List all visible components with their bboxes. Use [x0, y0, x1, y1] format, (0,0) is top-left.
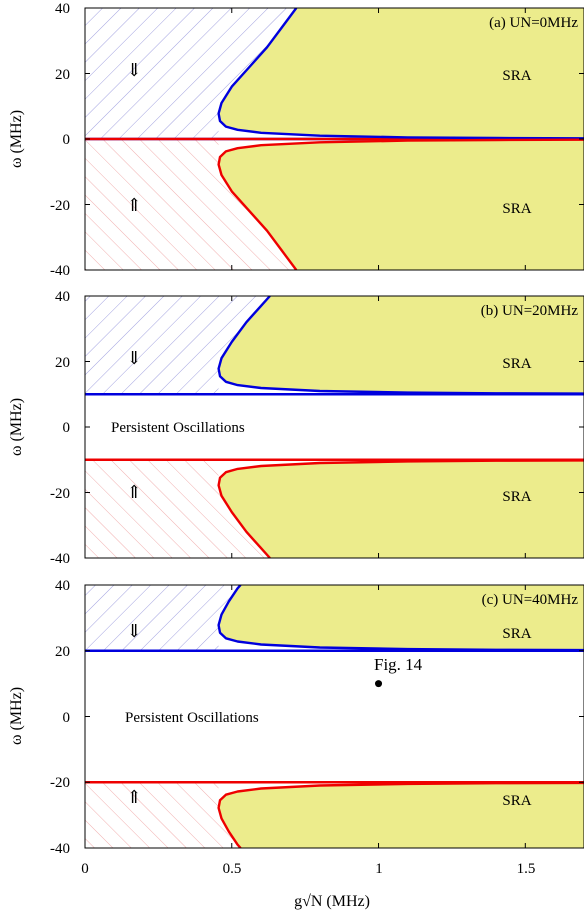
xtick-label: 0.5: [223, 861, 242, 877]
panel-c-upper-sra: SRA: [502, 626, 531, 642]
panel-c: (c) UN=40MHz ⇓ ⇑ SRA SRA Persistent Osci…: [8, 578, 584, 910]
panel-b-label: (b) UN=20MHz: [481, 303, 579, 319]
ytick-label: 0: [63, 710, 71, 726]
blue-curve: [217, 296, 584, 395]
ytick-label: 20: [55, 644, 70, 660]
lower-sra-region: [218, 782, 584, 848]
lower-sra-region: [218, 460, 584, 558]
ytick-label: 0: [63, 132, 71, 148]
panel-c-label: (c) UN=40MHz: [482, 592, 579, 608]
upper-hatch-region: [85, 585, 241, 651]
ytick-label: -40: [50, 841, 70, 857]
panel-a-ylabel: ω (MHz): [8, 110, 25, 168]
ytick-label: -40: [50, 263, 70, 279]
blue-curve: [217, 585, 584, 652]
panel-a-label: (a) UN=0MHz: [489, 15, 578, 31]
lower-hatch-region: [85, 139, 297, 270]
panel-b-upper-sra: SRA: [502, 356, 531, 372]
ytick-label: 40: [55, 1, 70, 17]
ytick-label: -40: [50, 551, 70, 567]
fig14-point: [375, 680, 383, 688]
panel-c-lower-arrow: ⇑: [126, 787, 141, 807]
red-curve: [217, 781, 584, 848]
panel-b: (b) UN=20MHz ⇓ ⇑ SRA SRA Persistent Osci…: [8, 289, 584, 567]
panel-c-lower-sra: SRA: [502, 793, 531, 809]
red-curve: [217, 138, 584, 270]
panel-a-yticks: 40 20 0 -20 -40: [50, 1, 70, 279]
xtick-label: 1.5: [517, 861, 536, 877]
blue-curve: [217, 8, 584, 140]
panel-a: (a) UN=0MHz ⇓ ⇑ SRA SRA ω (MHz) 40 20 0 …: [8, 1, 584, 279]
panel-a-plot: [85, 8, 584, 270]
ytick-label: 40: [55, 578, 70, 594]
ytick-label: 0: [63, 420, 71, 436]
ytick-label: -20: [50, 198, 70, 214]
panel-b-lower-sra: SRA: [502, 489, 531, 505]
upper-sra-region: [218, 8, 584, 139]
panel-b-middle-label: Persistent Oscillations: [111, 420, 245, 436]
xtick-label: 0: [81, 861, 89, 877]
upper-sra-region: [218, 585, 584, 651]
upper-hatch-region: [85, 296, 270, 395]
ytick-label: 40: [55, 289, 70, 305]
panel-c-yticks: 40 20 0 -20 -40: [50, 578, 70, 857]
panel-c-upper-arrow: ⇓: [126, 621, 141, 641]
panel-a-upper-arrow: ⇓: [126, 60, 141, 80]
upper-sra-region: [218, 296, 584, 394]
panel-a-upper-sra: SRA: [502, 68, 531, 84]
lower-hatch-region: [85, 459, 270, 558]
panel-b-plot: [85, 296, 584, 558]
panel-c-xticks: 0 0.5 1 1.5: [81, 861, 535, 877]
panel-c-ylabel: ω (MHz): [8, 687, 25, 745]
panel-a-lower-arrow: ⇑: [126, 195, 141, 215]
ytick-label: 20: [55, 67, 70, 83]
panel-b-frame: [84, 295, 584, 559]
panel-c-middle-label: Persistent Oscillations: [125, 710, 259, 726]
xtick-label: 1: [375, 861, 383, 877]
ytick-label: -20: [50, 775, 70, 791]
panel-b-ylabel: ω (MHz): [8, 398, 25, 456]
panel-c-frame: [84, 584, 584, 849]
x-axis-label: g√N (MHz): [294, 893, 370, 910]
panel-b-yticks: 40 20 0 -20 -40: [50, 289, 70, 567]
panel-b-lower-arrow: ⇑: [126, 482, 141, 502]
panel-a-lower-sra: SRA: [502, 201, 531, 217]
ytick-label: -20: [50, 486, 70, 502]
lower-hatch-region: [85, 782, 241, 848]
panel-c-plot: [85, 585, 584, 848]
upper-hatch-region: [85, 8, 297, 139]
ytick-label: 20: [55, 355, 70, 371]
red-curve: [217, 459, 584, 558]
panel-b-upper-arrow: ⇓: [126, 348, 141, 368]
lower-sra-region: [218, 139, 584, 270]
panel-a-frame: [84, 7, 584, 271]
panel-c-point-label: Fig. 14: [374, 655, 423, 674]
